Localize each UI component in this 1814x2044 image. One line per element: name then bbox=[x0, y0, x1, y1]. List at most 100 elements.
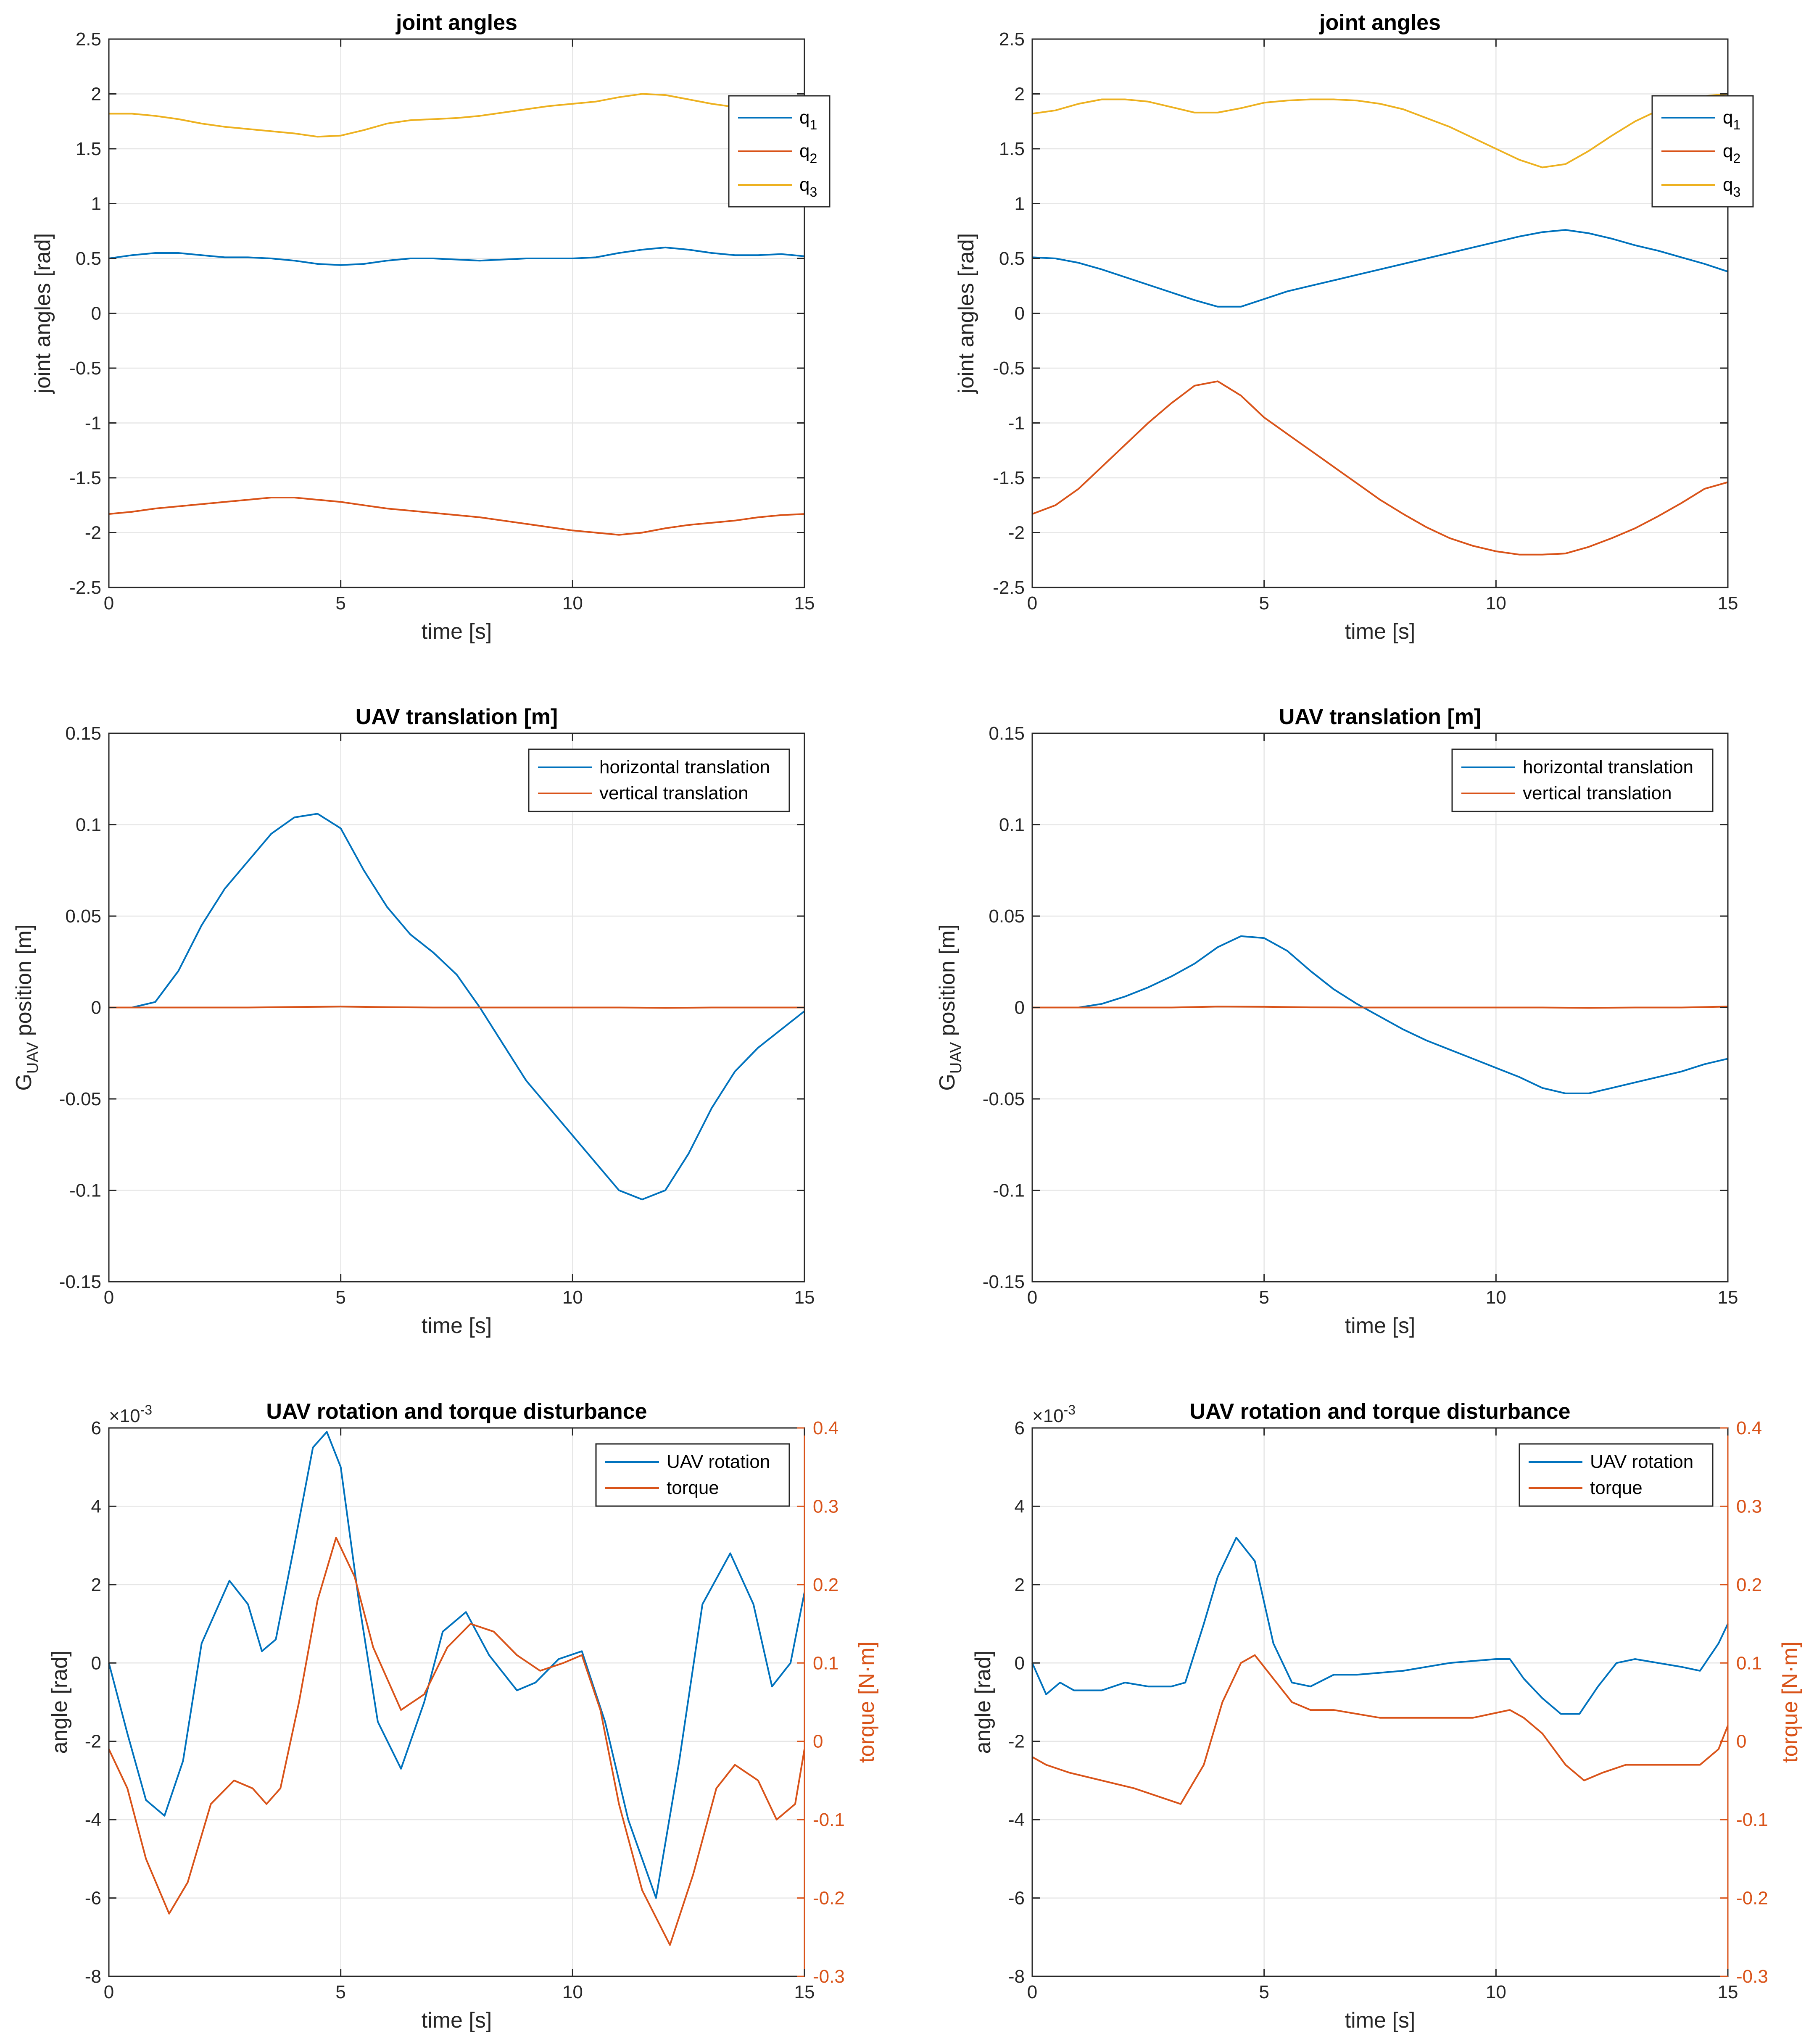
x-tick-label: 10 bbox=[562, 593, 583, 614]
x-tick-label: 15 bbox=[1718, 593, 1738, 614]
y-tick-label: -4 bbox=[85, 1810, 101, 1830]
y-axis-label: joint angles [rad] bbox=[31, 233, 55, 395]
y-tick-label: 4 bbox=[91, 1496, 101, 1517]
y-tick-label: 1.5 bbox=[76, 139, 101, 159]
legend-label-sub: 3 bbox=[809, 184, 817, 200]
legend-label: UAV rotation bbox=[667, 1451, 770, 1472]
legend-label: q3 bbox=[1723, 174, 1740, 200]
y-right-tick-label: -0.1 bbox=[1736, 1810, 1768, 1830]
y-tick-label: -4 bbox=[1008, 1810, 1025, 1830]
x-tick-label: 0 bbox=[1027, 1287, 1037, 1308]
chart-title: joint angles bbox=[395, 11, 517, 35]
y-tick-label: -0.05 bbox=[983, 1089, 1025, 1109]
y-tick-label: -2 bbox=[85, 1731, 101, 1752]
series-line-q3 bbox=[1032, 93, 1728, 169]
y-axis-label-sub: UAV bbox=[947, 1042, 965, 1074]
y-right-tick-label: 0.3 bbox=[813, 1496, 838, 1517]
y-right-axis-label: torque [N·m] bbox=[1778, 1641, 1802, 1763]
chart-panel-6: 0 5 10 15 -8 -6 -4 -2 0 2 4 6 -0.3 -0.2 -0.1 0 0.1 0.2 0.3… bbox=[971, 1399, 1802, 2033]
y-right-axis-label: torque [N·m] bbox=[854, 1641, 879, 1763]
legend-label: torque bbox=[1590, 1478, 1643, 1498]
y-right-tick-label: 0.2 bbox=[1736, 1575, 1762, 1595]
y-tick-label: -0.5 bbox=[993, 358, 1025, 379]
y-tick-label: 1 bbox=[1015, 194, 1025, 214]
y-tick-label: 2 bbox=[91, 1575, 101, 1595]
y-right-tick-label: -0.3 bbox=[813, 1966, 845, 1987]
legend: UAV rotation torque bbox=[595, 1443, 790, 1507]
y-tick-label: 0 bbox=[91, 303, 101, 324]
x-tick-label: 10 bbox=[562, 1982, 583, 2002]
chart-title: UAV rotation and torque disturbance bbox=[1189, 1399, 1570, 1424]
y-tick-label: -8 bbox=[85, 1966, 101, 1987]
legend-label-sub: 2 bbox=[809, 151, 817, 166]
y-right-tick-label: -0.3 bbox=[1736, 1966, 1768, 1987]
series-line-torque bbox=[1032, 1654, 1729, 1805]
x-tick-label: 0 bbox=[104, 593, 114, 614]
exponent-base: ×10 bbox=[1032, 1406, 1064, 1426]
series-line-q3 bbox=[109, 93, 805, 138]
x-axis-label: time [s] bbox=[1345, 1314, 1416, 1338]
legend-label: horizontal translation bbox=[599, 757, 770, 777]
series-line-vertical-translation bbox=[1032, 1006, 1728, 1009]
legend-label: torque bbox=[667, 1478, 719, 1498]
y-right-tick-label: 0.2 bbox=[813, 1575, 838, 1595]
x-tick-label: 10 bbox=[562, 1287, 583, 1308]
legend-label-sub: 3 bbox=[1733, 184, 1740, 200]
y-axis-label-sub: UAV bbox=[24, 1042, 42, 1074]
x-tick-label: 0 bbox=[1027, 1982, 1037, 2002]
x-tick-label: 5 bbox=[1259, 1982, 1269, 2002]
legend-label: vertical translation bbox=[599, 783, 749, 803]
legend-label: q3 bbox=[799, 174, 817, 200]
x-tick-label: 15 bbox=[794, 1982, 815, 2002]
series-line-q2 bbox=[1032, 380, 1728, 556]
legend-label-sub: 1 bbox=[809, 117, 817, 132]
legend-box bbox=[595, 1443, 790, 1507]
legend-label-main: q bbox=[799, 141, 809, 161]
legend: horizontal translation vertical translati… bbox=[1451, 748, 1714, 812]
y-tick-label: 0.15 bbox=[65, 723, 101, 744]
y-tick-label: 0.5 bbox=[999, 248, 1025, 269]
series-line-horizontal-translation bbox=[109, 813, 805, 1201]
y-tick-label: 1.5 bbox=[999, 139, 1025, 159]
y-tick-label: -0.5 bbox=[69, 358, 101, 379]
x-tick-label: 5 bbox=[335, 1287, 345, 1308]
series-line-torque bbox=[108, 1537, 805, 1946]
y-tick-label: 4 bbox=[1015, 1496, 1025, 1517]
chart-panel-4: 0 5 10 15 -0.15 -0.1 -0.05 0 0.05 0.1 0.15 UAV tran… bbox=[935, 705, 1738, 1338]
y-tick-label: -2 bbox=[1008, 523, 1025, 543]
y-tick-label: 0.05 bbox=[65, 906, 101, 927]
legend-label-main: q bbox=[1723, 174, 1733, 195]
y-tick-label: -2.5 bbox=[993, 577, 1025, 598]
legend-label: q2 bbox=[799, 141, 817, 166]
y-tick-label: 2 bbox=[1015, 1575, 1025, 1595]
x-axis-label: time [s] bbox=[422, 2008, 492, 2033]
exponent-power: -3 bbox=[140, 1402, 152, 1417]
y-exponent-label: ×10-3 bbox=[109, 1402, 152, 1426]
legend-label-main: q bbox=[799, 107, 809, 128]
y-axis-label: angle [rad] bbox=[47, 1651, 72, 1754]
y-right-tick-label: -0.1 bbox=[813, 1810, 845, 1830]
chart-panel-5: 0 5 10 15 -8 -6 -4 -2 0 2 4 6 -0.3 -0.2 -0.1 0 0.1 0.2 0.3… bbox=[47, 1399, 879, 2033]
y-right-tick-label: -0.2 bbox=[1736, 1888, 1768, 1909]
legend: horizontal translation vertical translati… bbox=[528, 748, 790, 812]
legend-box bbox=[528, 748, 790, 812]
y-tick-label: 2 bbox=[1015, 84, 1025, 105]
legend-label-main: q bbox=[799, 174, 809, 195]
y-tick-label: -1 bbox=[85, 413, 101, 434]
y-tick-label: 2.5 bbox=[999, 29, 1025, 50]
x-tick-label: 5 bbox=[1259, 1287, 1269, 1308]
y-right-tick-label: 0 bbox=[813, 1731, 823, 1752]
series-line-horizontal-translation bbox=[1032, 935, 1728, 1094]
y-tick-label: 2.5 bbox=[76, 29, 101, 50]
legend-label-sub: 1 bbox=[1733, 117, 1740, 132]
y-tick-label: -0.05 bbox=[59, 1089, 101, 1109]
y-right-tick-label: -0.2 bbox=[813, 1888, 845, 1909]
x-axis-label: time [s] bbox=[1345, 2008, 1416, 2033]
chart-panel-3: 0 5 10 15 -0.15 -0.1 -0.05 0 0.05 0.1 0.15 UAV tran… bbox=[12, 705, 815, 1338]
x-axis-label: time [s] bbox=[1345, 619, 1416, 644]
y-tick-label: 2 bbox=[91, 84, 101, 105]
series-line-q1 bbox=[1032, 229, 1728, 308]
y-right-tick-label: 0.1 bbox=[1736, 1653, 1762, 1673]
